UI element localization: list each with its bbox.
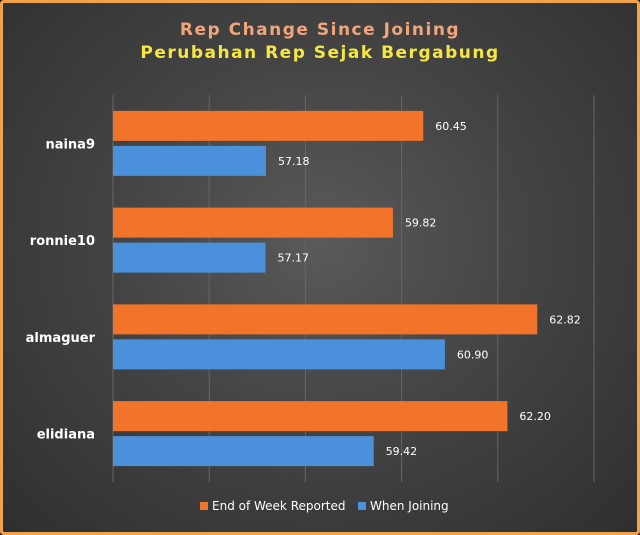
bar-when-joining	[113, 242, 266, 273]
value-label: 60.45	[435, 120, 467, 133]
value-label: 57.17	[277, 252, 309, 265]
value-label: 57.18	[278, 155, 310, 168]
category-label: elidiana	[37, 428, 95, 443]
value-label: 60.90	[457, 348, 489, 361]
chart-subtitle: Perubahan Rep Sejak Bergabung	[140, 43, 499, 63]
bar-when-joining	[113, 339, 445, 370]
bar-end-of-week	[113, 207, 393, 238]
value-label: 62.82	[549, 313, 581, 326]
bar-end-of-week	[113, 304, 538, 335]
bar-end-of-week	[113, 401, 508, 432]
legend-swatch	[358, 502, 366, 510]
legend-label: When Joining	[370, 499, 449, 513]
legend: End of Week Reported When Joining	[200, 499, 449, 513]
value-label: 62.20	[519, 410, 551, 423]
bar-when-joining	[113, 436, 374, 467]
category-label: ronnie10	[30, 234, 95, 249]
bar-when-joining	[113, 145, 266, 176]
category-label: naina9	[45, 137, 95, 152]
bar-end-of-week	[113, 110, 424, 141]
category-label: almaguer	[26, 331, 96, 346]
bars-group: naina9 60.45 57.18 ronnie10 59.82 57.17 almagu…	[26, 110, 581, 467]
chart-title: Rep Change Since Joining	[180, 20, 460, 40]
value-label: 59.42	[386, 445, 418, 458]
value-label: 59.82	[405, 217, 437, 230]
legend-swatch	[200, 502, 208, 510]
legend-label: End of Week Reported	[212, 499, 345, 513]
